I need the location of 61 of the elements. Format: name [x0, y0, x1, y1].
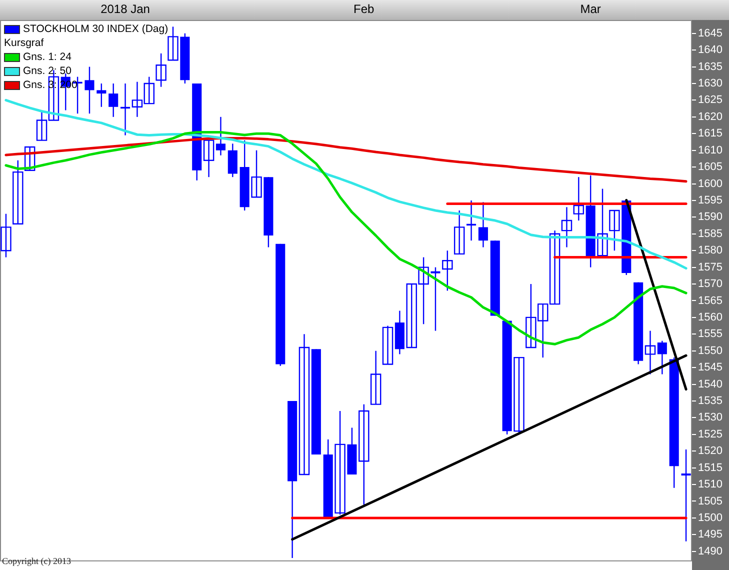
y-tick-label: 1620: [698, 110, 722, 123]
candlestick: [216, 116, 226, 156]
y-tick-label: 1495: [698, 528, 722, 541]
y-tick-label: 1635: [698, 60, 722, 73]
y-tick-label: 1575: [698, 261, 722, 274]
candlestick: [644, 330, 656, 375]
candlestick: [24, 146, 36, 171]
legend-label: STOCKHOLM 30 INDEX (Dag): [23, 22, 168, 36]
y-tick-label: 1505: [698, 495, 722, 508]
candlestick: [561, 206, 572, 248]
y-tick-label: 1645: [698, 27, 722, 40]
y-tick-label: 1555: [698, 328, 722, 340]
y-tick-label: 1630: [698, 78, 722, 90]
y-tick-label: 1520: [698, 445, 722, 458]
y-tick-label: 1530: [698, 412, 722, 424]
y-tick-label: 1580: [698, 244, 722, 257]
candlestick: [228, 143, 238, 178]
y-tick-label: 1550: [698, 344, 722, 357]
candlestick: [478, 202, 488, 248]
y-tick-label: 1570: [698, 278, 722, 290]
y-tick-label: 1615: [698, 128, 722, 140]
y-tick-label: 1545: [698, 362, 722, 374]
y-tick-label: 1560: [698, 311, 722, 324]
candlestick: [370, 350, 382, 405]
candlestick: [12, 160, 24, 224]
candlestick: [108, 82, 118, 118]
y-tick-label: 1515: [698, 462, 722, 474]
annotation: Copyright (c) 2013: [2, 556, 71, 566]
y-tick-label: 1510: [698, 478, 722, 491]
candlestick: [96, 82, 106, 108]
candlestick: [382, 325, 394, 365]
candlestick: [84, 66, 94, 114]
candlestick: [573, 176, 584, 222]
legend-label: Gns. 2: 50: [23, 64, 72, 78]
legend-label: Gns. 1: 24: [23, 50, 72, 64]
candlestick: [358, 404, 370, 506]
y-tick-label: 1525: [698, 428, 722, 440]
candlestick: [298, 334, 310, 476]
candlestick: [156, 52, 166, 88]
y-tick-label: 1535: [698, 395, 722, 408]
y-tick-label: 1600: [698, 178, 722, 190]
y-tick-label: 1625: [698, 94, 722, 106]
y-tick-label: 1490: [698, 545, 722, 558]
y-tick-label: 1610: [698, 144, 722, 156]
candlestick: [203, 140, 214, 178]
x-tick-label: 2018 Jan: [100, 2, 150, 16]
candlestick: [442, 250, 453, 292]
y-tick-label: 1640: [698, 44, 722, 56]
x-tick-label: Mar: [580, 2, 601, 16]
y-tick-label: 1565: [698, 294, 722, 307]
candlestick: [0, 213, 12, 258]
y-tick-label: 1605: [698, 161, 722, 174]
y-tick-label: 1540: [698, 378, 722, 390]
candlestick: [454, 210, 465, 255]
x-tick-label: Feb: [354, 2, 375, 16]
y-tick-label: 1590: [698, 211, 722, 224]
legend-title: Kursgraf: [4, 36, 45, 50]
y-tick-label: 1585: [698, 228, 722, 240]
candlestick: [657, 340, 667, 375]
y-tick-label: 1595: [698, 194, 722, 206]
y-tick-label: 1500: [698, 512, 722, 524]
